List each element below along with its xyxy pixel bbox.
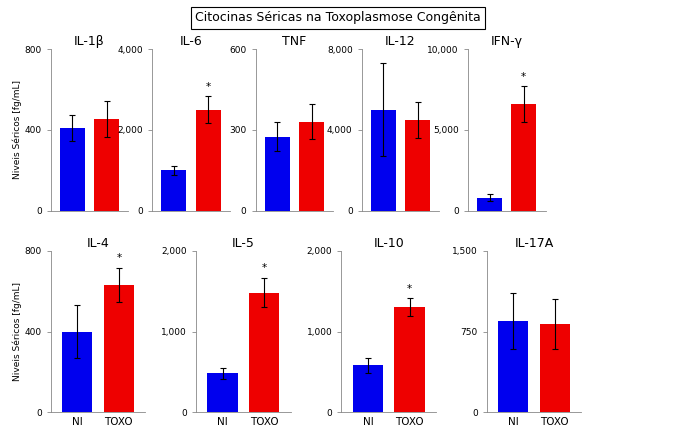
Text: *: * bbox=[407, 284, 412, 293]
Title: IL-12: IL-12 bbox=[385, 35, 416, 48]
Bar bbox=[353, 366, 383, 412]
Bar bbox=[195, 110, 220, 211]
Bar bbox=[94, 119, 119, 211]
Title: TNF: TNF bbox=[283, 35, 306, 48]
Text: *: * bbox=[262, 263, 267, 273]
Bar bbox=[249, 293, 279, 412]
Bar bbox=[62, 332, 93, 412]
Bar bbox=[162, 170, 187, 211]
Title: IL-17A: IL-17A bbox=[514, 237, 554, 250]
Y-axis label: Niveis Séricos [fg/mL]: Niveis Séricos [fg/mL] bbox=[12, 282, 22, 381]
Bar bbox=[539, 324, 570, 412]
Text: *: * bbox=[206, 82, 211, 91]
Text: *: * bbox=[116, 253, 122, 263]
Bar bbox=[299, 122, 324, 211]
Bar bbox=[208, 374, 238, 412]
Bar bbox=[405, 120, 430, 211]
Title: IFN-γ: IFN-γ bbox=[491, 35, 523, 48]
Bar bbox=[265, 137, 290, 211]
Title: IL-4: IL-4 bbox=[87, 237, 110, 250]
Bar bbox=[511, 104, 536, 211]
Bar bbox=[103, 285, 134, 412]
Text: Citocinas Séricas na Toxoplasmose Congênita: Citocinas Séricas na Toxoplasmose Congên… bbox=[195, 11, 481, 24]
Title: IL-5: IL-5 bbox=[232, 237, 255, 250]
Y-axis label: Niveis Séricos [fg/mL]: Niveis Séricos [fg/mL] bbox=[12, 81, 22, 179]
Bar bbox=[60, 128, 85, 211]
Title: IL-6: IL-6 bbox=[180, 35, 202, 48]
Title: IL-1β: IL-1β bbox=[74, 35, 105, 48]
Bar bbox=[371, 110, 396, 211]
Title: IL-10: IL-10 bbox=[373, 237, 404, 250]
Bar bbox=[498, 321, 529, 412]
Bar bbox=[394, 307, 425, 412]
Text: *: * bbox=[521, 72, 527, 82]
Bar bbox=[477, 198, 502, 211]
